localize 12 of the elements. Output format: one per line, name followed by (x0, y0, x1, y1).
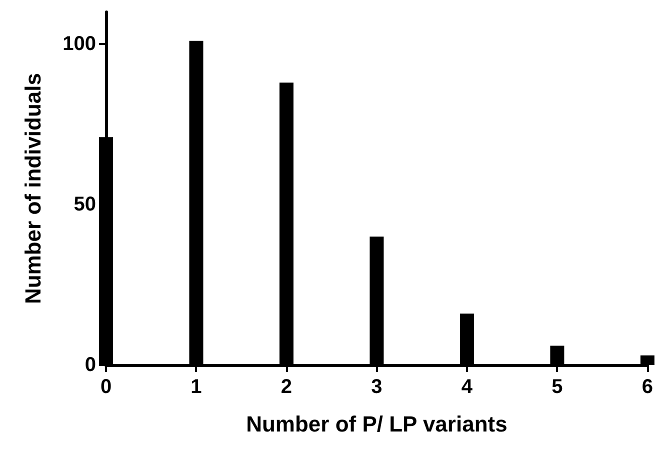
x-axis-title: Number of P/ LP variants (246, 412, 508, 436)
x-tick-label: 1 (190, 376, 202, 398)
x-tick-label: 5 (552, 376, 563, 398)
x-tick-label: 0 (100, 376, 112, 398)
y-tick-label: 100 (62, 33, 96, 56)
x-tick-label: 6 (642, 376, 653, 398)
y-tick-label: 50 (74, 194, 96, 216)
x-tick-label: 4 (461, 376, 474, 398)
x-tick-label: 3 (371, 376, 382, 398)
y-axis-title: Number of individuals (20, 72, 46, 304)
x-tick-label: 2 (280, 376, 292, 398)
y-tick-label: 0 (84, 354, 96, 376)
